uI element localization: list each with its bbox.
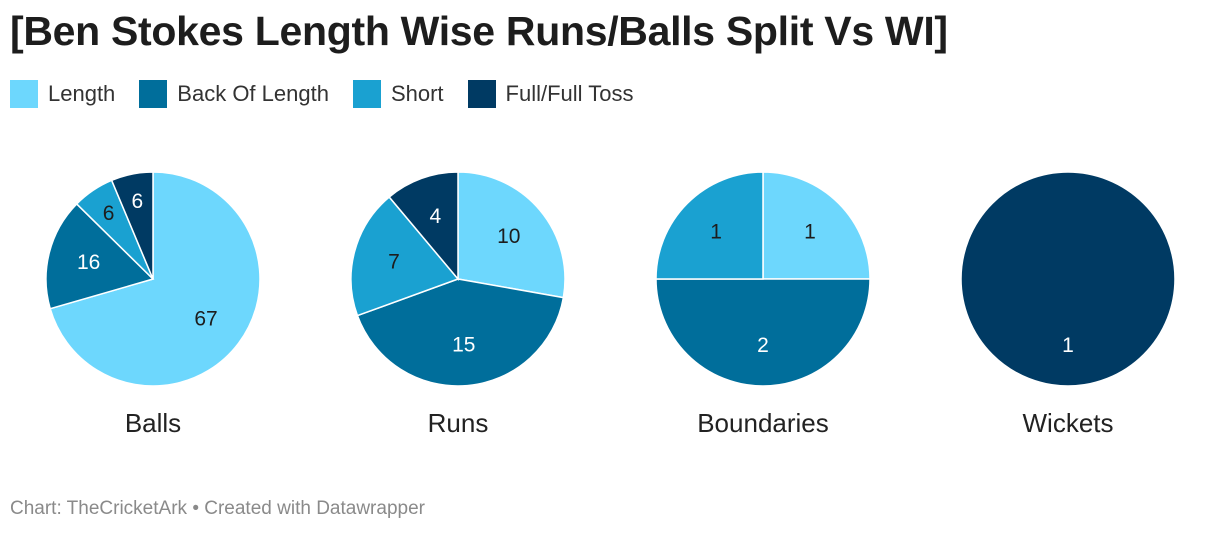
slice-runs-length bbox=[457, 171, 566, 299]
legend-item-short: Short bbox=[352, 80, 444, 108]
slice-balls-full-full-toss bbox=[110, 171, 154, 280]
chart-title: [Ben Stokes Length Wise Runs/Balls Split… bbox=[10, 8, 948, 54]
slice-label-wickets-full-full-toss: 1 bbox=[1062, 334, 1074, 357]
slice-wickets-full-full-toss bbox=[960, 171, 1176, 387]
legend-label-back-of-length: Back Of Length bbox=[177, 81, 329, 106]
legend-swatch-length bbox=[10, 80, 38, 108]
legend-swatch-back-of-length bbox=[139, 80, 168, 108]
slice-label-balls-back-of-length: 16 bbox=[77, 251, 100, 274]
pie-charts: 67 16 66 Balls 10 15 7 4 Runs 1 2 1 Boundaries 1 Wicke… bbox=[45, 171, 1176, 438]
slice-label-runs-full-full-toss: 4 bbox=[429, 205, 441, 228]
legend-item-length: Length bbox=[10, 80, 115, 108]
slice-balls-back-of-length bbox=[45, 202, 155, 310]
slice-runs-full-full-toss bbox=[388, 171, 459, 282]
slice-runs-short bbox=[350, 195, 460, 317]
slice-boundaries-back-of-length bbox=[655, 278, 871, 387]
slice-label-runs-short: 7 bbox=[388, 250, 400, 273]
footer-credit: Created with Datawrapper bbox=[204, 498, 425, 519]
pie-balls: 67 16 66 Balls bbox=[45, 171, 261, 438]
slice-boundaries-length bbox=[762, 171, 871, 280]
legend: Length Back Of Length Short Full/Full Toss bbox=[10, 80, 658, 108]
legend-swatch-short bbox=[352, 80, 381, 108]
pie-title-runs: Runs bbox=[428, 408, 489, 438]
legend-label-short: Short bbox=[390, 81, 444, 106]
legend-label-length: Length bbox=[48, 81, 116, 106]
slice-balls-length bbox=[49, 171, 261, 387]
footer: Chart: TheCricketArk • Created with Data… bbox=[10, 498, 425, 520]
legend-item-full-full-toss: Full/Full Toss bbox=[467, 80, 634, 108]
slice-label-balls-full-full-toss: 6 bbox=[132, 190, 144, 213]
pie-boundaries: 1 2 1 Boundaries bbox=[655, 171, 871, 438]
pie-title-balls: Balls bbox=[125, 408, 181, 438]
legend-label-full-full-toss: Full/Full Toss bbox=[505, 81, 634, 106]
legend-swatch-full-full-toss bbox=[467, 80, 496, 108]
pie-title-boundaries: Boundaries bbox=[697, 408, 829, 438]
slice-label-balls-short: 6 bbox=[103, 202, 115, 225]
slice-label-boundaries-length: 1 bbox=[804, 221, 816, 244]
slice-label-runs-length: 10 bbox=[497, 225, 520, 248]
slice-label-boundaries-short: 1 bbox=[710, 221, 722, 244]
pie-title-wickets: Wickets bbox=[1023, 408, 1114, 438]
slice-label-boundaries-back-of-length: 2 bbox=[757, 334, 769, 357]
pie-runs: 10 15 7 4 Runs bbox=[350, 171, 566, 438]
footer-source: Chart: TheCricketArk bbox=[10, 498, 188, 519]
slice-boundaries-short bbox=[655, 171, 764, 280]
footer-separator: • bbox=[192, 498, 199, 519]
slice-runs-back-of-length bbox=[356, 278, 565, 387]
legend-item-back-of-length: Back Of Length bbox=[139, 80, 329, 108]
slice-label-runs-back-of-length: 15 bbox=[452, 334, 475, 357]
slice-label-balls-length: 67 bbox=[194, 307, 217, 330]
pie-wickets: 1 Wickets bbox=[960, 171, 1176, 438]
